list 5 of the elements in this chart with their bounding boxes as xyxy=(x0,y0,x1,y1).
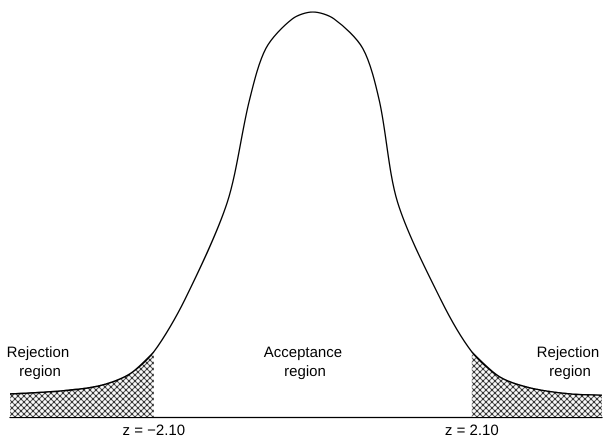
x-tick-label: z = 2.10 xyxy=(444,422,499,439)
x-tick-label: z = −2.10 xyxy=(122,422,186,439)
annotation: Rejection region xyxy=(536,344,604,380)
annotation: Acceptance region xyxy=(264,344,346,380)
annotation: Rejection region xyxy=(6,344,74,380)
